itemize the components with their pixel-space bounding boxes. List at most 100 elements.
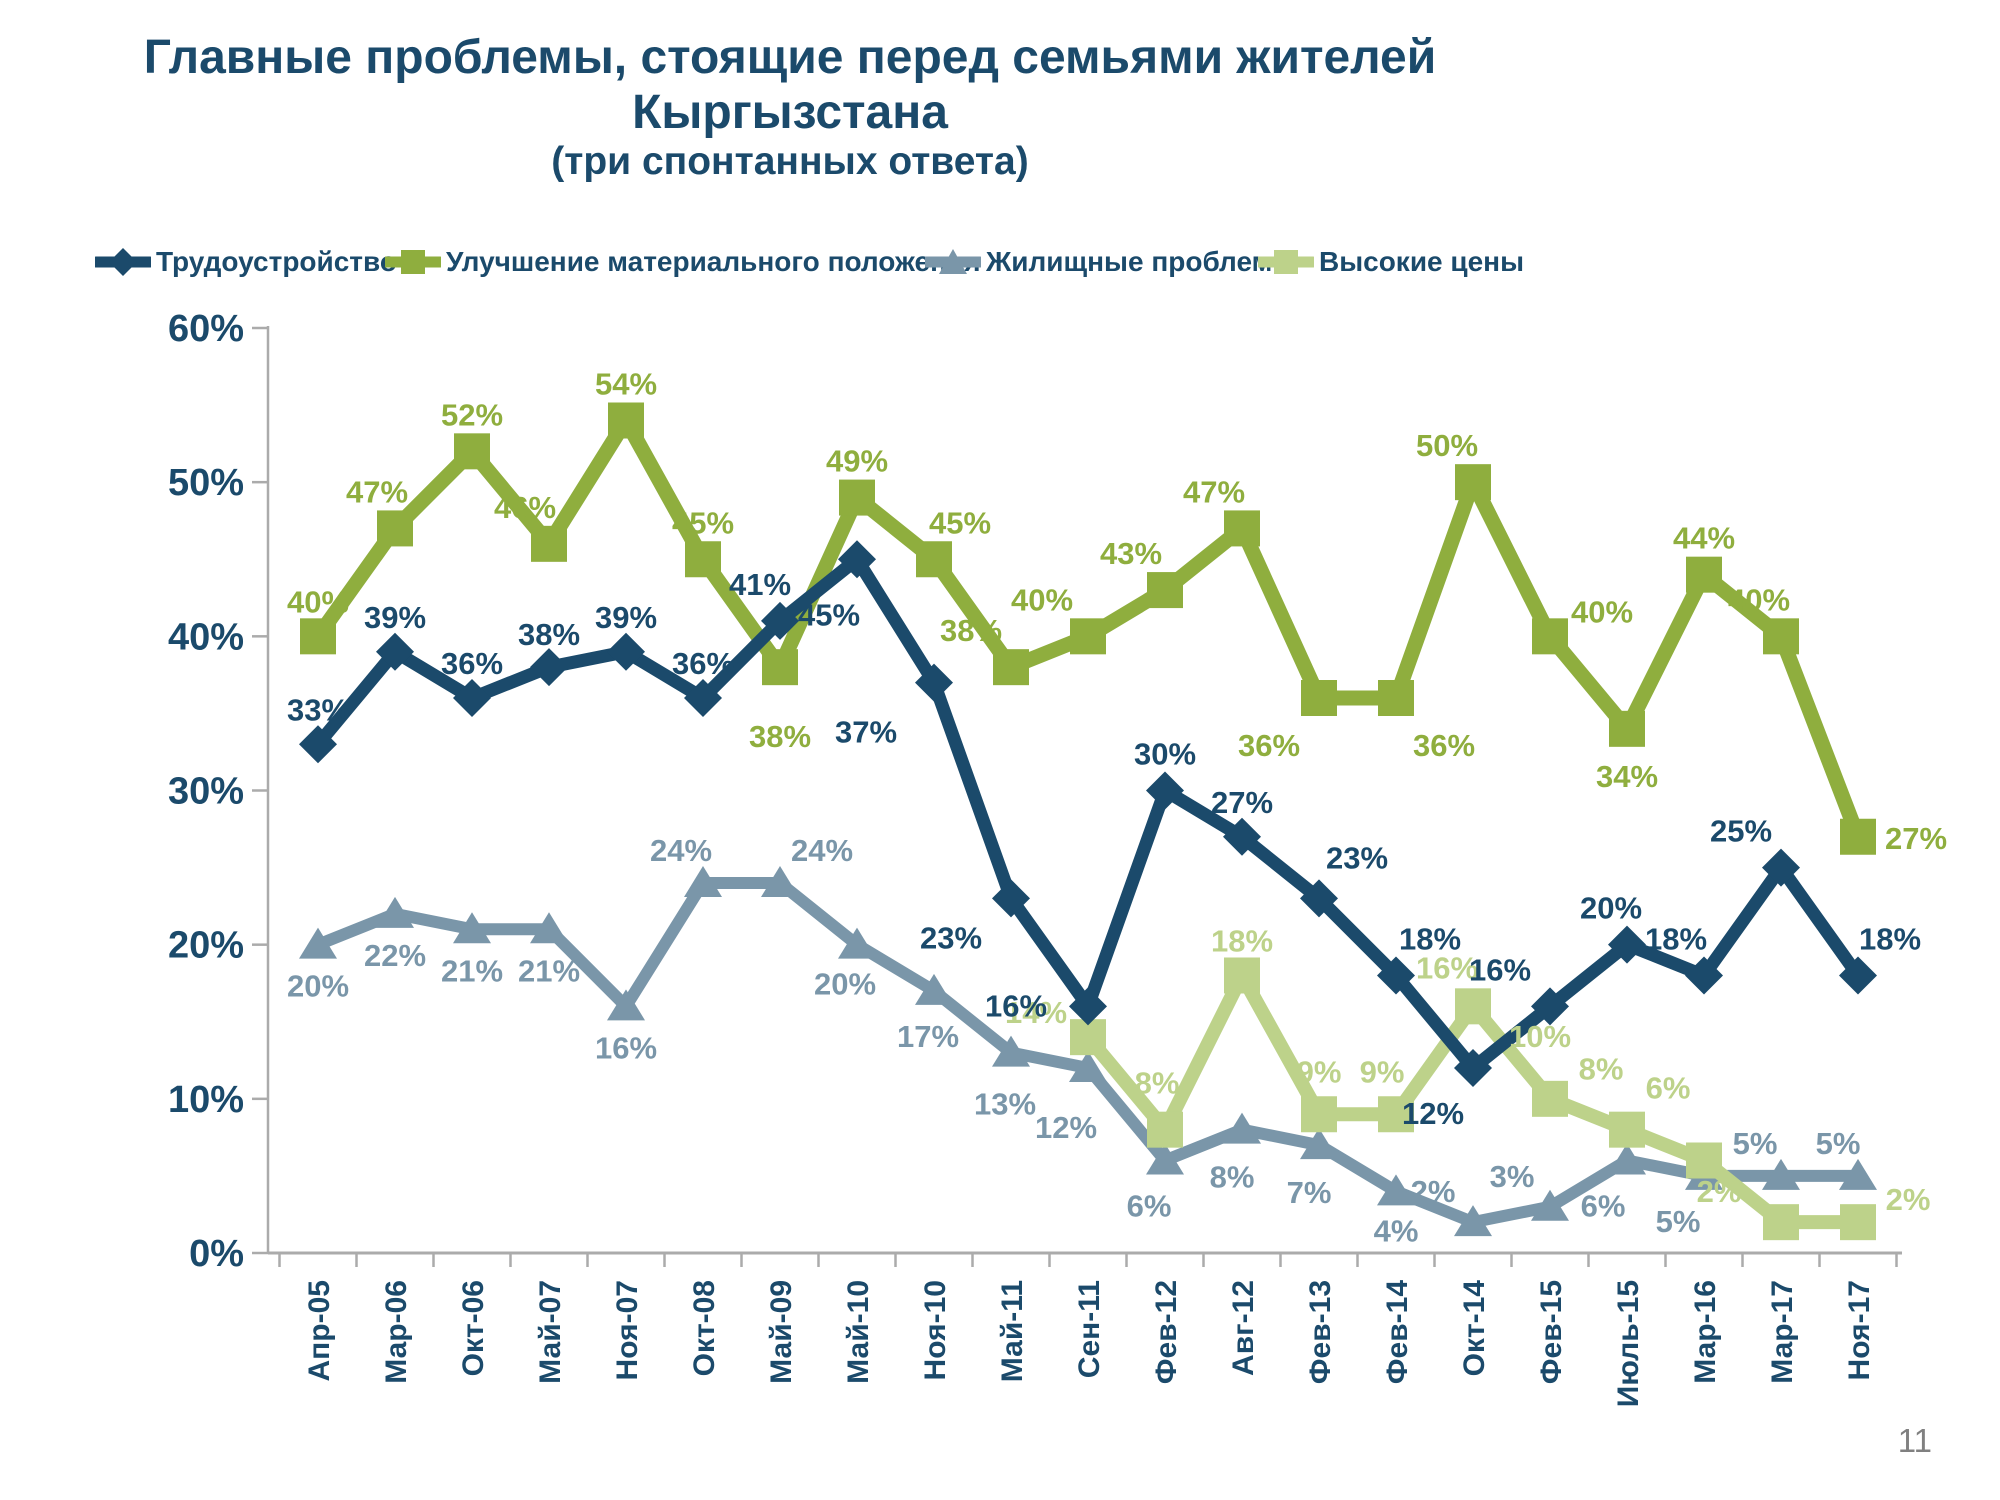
series-labels-0: 33%39%36%38% 39%36%41%45%37%23%16%30%27%2…: [287, 567, 1921, 1131]
data-point-label: 13%: [974, 1087, 1036, 1122]
data-point-label: 38%: [749, 719, 811, 754]
data-point-label: 46%: [494, 490, 556, 525]
data-point-label: 5%: [1816, 1126, 1861, 1161]
legend-item-1: Улучшение материального положения: [385, 240, 981, 284]
x-category-label: Ноя-17: [1843, 1280, 1876, 1380]
series-labels-3: 14%8%18%9% 9%16%10%8%6%2% 2%: [1005, 924, 1930, 1218]
x-category-label: Май-09: [765, 1280, 798, 1384]
data-point-label: 40%: [1571, 594, 1633, 629]
series-square-1: [300, 402, 1876, 855]
data-point-label: 54%: [595, 367, 657, 402]
page-title: Главные проблемы, стоящие перед семьями …: [143, 31, 1437, 140]
data-point-label: 21%: [441, 953, 503, 988]
series-square-3: [1070, 957, 1876, 1241]
data-point-marker: [531, 525, 567, 562]
data-point-label: 9%: [1360, 1054, 1405, 1089]
data-point-label: 6%: [1127, 1189, 1172, 1224]
data-point-marker: [992, 879, 1030, 918]
data-point-label: 5%: [1733, 1126, 1778, 1161]
x-category-label: Май-07: [534, 1280, 567, 1384]
data-point-marker: [1147, 1111, 1183, 1148]
legend-item-0: Трудоустройство: [95, 240, 397, 284]
data-point-label: 39%: [364, 600, 426, 635]
data-point-marker: [299, 725, 337, 764]
data-point-marker: [1224, 957, 1260, 994]
data-point-label: 44%: [1673, 521, 1735, 556]
x-category-label: Фев-15: [1535, 1280, 1568, 1384]
data-point-marker: [1300, 1128, 1338, 1160]
data-point-label: 20%: [814, 967, 876, 1002]
x-category-label: Сен-11: [1073, 1280, 1106, 1378]
data-point-marker: [1762, 848, 1800, 887]
x-category-label: Окт-08: [688, 1280, 721, 1376]
data-point-marker: [453, 912, 491, 944]
data-point-label: 40%: [1011, 582, 1073, 617]
legend-label: Жилищные проблемы: [986, 246, 1297, 277]
data-point-label: 5%: [1656, 1204, 1701, 1239]
data-point-marker: [1377, 1174, 1415, 1206]
data-point-marker: [1146, 771, 1184, 810]
data-point-marker: [1608, 1143, 1646, 1175]
data-point-marker: [992, 1035, 1030, 1067]
triangle-legend-marker-icon: [925, 249, 981, 274]
data-point-label: 16%: [1416, 950, 1478, 985]
data-point-marker: [454, 433, 490, 470]
data-point-marker: [684, 679, 722, 717]
y-tick-label: 0%: [189, 1233, 244, 1275]
x-category-label: Фев-12: [1150, 1280, 1183, 1384]
data-point-label: 12%: [1035, 1110, 1097, 1145]
data-point-label: 3%: [1490, 1159, 1535, 1194]
data-point-label: 50%: [1416, 428, 1478, 463]
data-point-label: 9%: [1297, 1054, 1342, 1089]
title-block: Главные проблемы, стоящие перед семьями …: [0, 30, 1580, 184]
data-point-label: 8%: [1210, 1160, 1255, 1195]
data-point-marker: [1531, 987, 1569, 1026]
x-category-label: Фев-14: [1381, 1280, 1414, 1384]
data-point-marker: [376, 896, 414, 928]
data-point-marker: [838, 927, 876, 959]
x-category-label: Окт-06: [457, 1280, 490, 1376]
data-point-label: 7%: [1287, 1175, 1332, 1210]
data-point-label: 12%: [1402, 1096, 1464, 1131]
data-point-label: 18%: [1211, 924, 1273, 959]
data-point-label: 10%: [1509, 1019, 1571, 1054]
square-legend-marker-icon: [385, 250, 441, 274]
data-point-label: 2%: [1697, 1174, 1742, 1209]
x-category-label: Май-11: [996, 1280, 1029, 1382]
data-point-marker: [1609, 710, 1645, 747]
data-point-marker: [915, 663, 953, 702]
data-point-marker: [1840, 818, 1876, 855]
data-point-marker: [377, 510, 413, 547]
data-point-marker: [762, 649, 798, 686]
data-point-marker: [1378, 680, 1414, 716]
data-point-marker: [1531, 1189, 1569, 1221]
y-tick-label: 60%: [168, 308, 244, 350]
data-point-label: 24%: [791, 833, 853, 868]
data-point-marker: [1685, 956, 1723, 995]
data-point-label: 27%: [1885, 821, 1947, 856]
data-point-marker: [1455, 988, 1491, 1025]
data-point-label: 45%: [798, 597, 860, 632]
data-point-marker: [684, 866, 722, 897]
data-point-label: 49%: [826, 444, 888, 479]
data-point-label: 36%: [1238, 728, 1300, 763]
y-tick-label: 10%: [168, 1079, 244, 1121]
data-point-marker: [915, 973, 953, 1005]
data-point-label: 45%: [929, 505, 991, 540]
data-point-label: 16%: [1469, 952, 1531, 987]
x-category-label: Мар-16: [1689, 1280, 1722, 1384]
data-point-marker: [1763, 1204, 1799, 1241]
data-point-marker: [1301, 680, 1337, 716]
data-point-marker: [1223, 1112, 1261, 1144]
data-point-label: 33%: [287, 692, 349, 727]
x-category-label: Фев-13: [1304, 1280, 1337, 1384]
data-point-marker: [300, 618, 336, 655]
data-point-label: 40%: [1728, 582, 1790, 617]
data-point-marker: [1532, 618, 1568, 655]
data-point-label: 23%: [920, 920, 982, 955]
data-point-label: 16%: [985, 988, 1047, 1023]
data-point-label: 6%: [1581, 1189, 1626, 1224]
data-point-marker: [1609, 1111, 1645, 1148]
data-point-label: 18%: [1645, 922, 1707, 957]
